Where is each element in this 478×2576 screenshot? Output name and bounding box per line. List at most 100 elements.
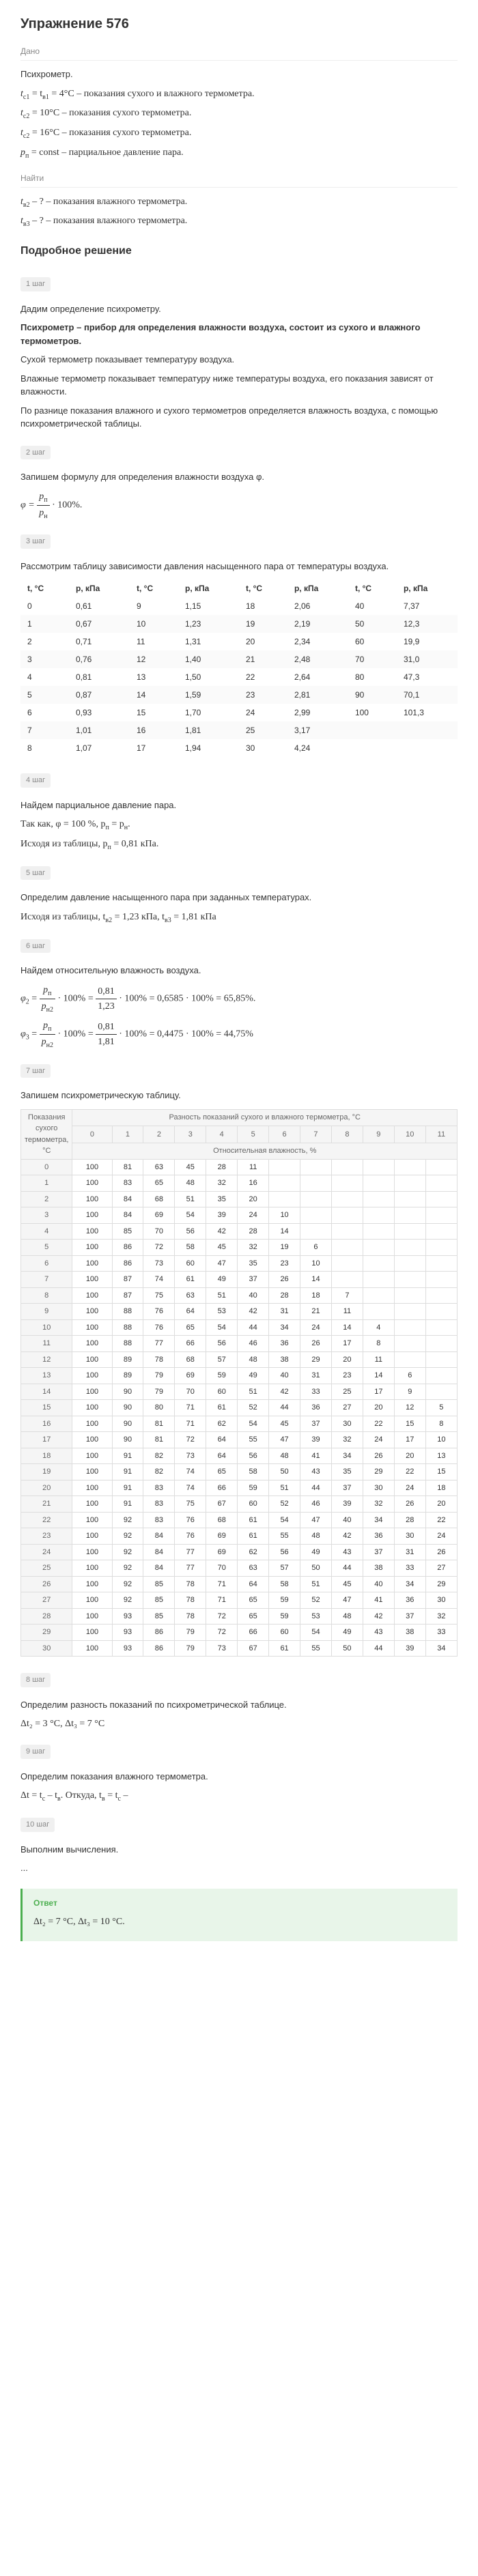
table-header: p, кПа (397, 579, 458, 597)
psychrometric-table: Показания сухого термометра, °CРазность … (20, 1109, 458, 1657)
table-row: 71,01161,81253,17 (20, 721, 458, 739)
table-row: 271009285787165595247413630 (21, 1592, 458, 1609)
step-text: Запишем психрометрическую таблицу. (20, 1089, 458, 1102)
table-header: t, °C (130, 579, 178, 597)
table-row: 8100877563514028187 (21, 1287, 458, 1304)
pressure-table: t, °Cp, кПаt, °Cp, кПаt, °Cp, кПаt, °Cp,… (20, 579, 458, 757)
table-row: 191009182746558504335292215 (21, 1464, 458, 1480)
table-header: t, °C (348, 579, 397, 597)
formula: φ = pпpн · 100%. (20, 489, 458, 521)
given-line: tc2 = 10°C – показания сухого термометра… (20, 106, 458, 121)
step-text: Дадим определение психрометру. (20, 302, 458, 316)
answer-text: Δt₂ = 7 °C, Δt₃ = 10 °C. (33, 1915, 447, 1929)
table-row: 10,67101,23192,195012,3 (20, 615, 458, 633)
answer-label: Ответ (33, 1897, 447, 1909)
table-header: p, кПа (287, 579, 348, 597)
table-row: 21008468513520 (21, 1191, 458, 1207)
step-text: По разнице показания влажного и сухого т… (20, 404, 458, 431)
table-header: 7 (300, 1126, 332, 1143)
step-text: Определим разность показаний по психроме… (20, 1698, 458, 1712)
table-header: t, °C (20, 579, 69, 597)
table-header: 2 (143, 1126, 175, 1143)
table-row: 141009079706051423325179 (21, 1384, 458, 1400)
step-text: Выполним вычисления. (20, 1843, 458, 1857)
step-text: Найдем относительную влажность воздуха. (20, 964, 458, 977)
table-row: 291009386797266605449433833 (21, 1625, 458, 1641)
formula: φ3 = pпpн2 · 100% = 0,811,81 · 100% = 0,… (20, 1018, 458, 1050)
table-row: 241009284776962564943373126 (21, 1544, 458, 1560)
table-header: 8 (331, 1126, 363, 1143)
table-row: 01008163452811 (21, 1159, 458, 1175)
step-text: Рассмотрим таблицу зависимости давления … (20, 560, 458, 573)
table-row: 610086736047352310 (21, 1255, 458, 1272)
table-row: 171009081726455473932241710 (21, 1432, 458, 1448)
step-label: 8 шаг (20, 1673, 51, 1687)
find-line: tв3 – ? – показания влажного термометра. (20, 214, 458, 229)
step-text: Δt₂ = 3 °C, Δt₃ = 7 °C (20, 1717, 458, 1731)
step-text: Найдем парциальное давление пара. (20, 799, 458, 812)
given-line: Психрометр. (20, 68, 458, 81)
step-label: 7 шаг (20, 1064, 51, 1078)
step-text: Психрометр – прибор для определения влаж… (20, 321, 458, 347)
table-header: p, кПа (69, 579, 130, 597)
table-header: 4 (206, 1126, 238, 1143)
step-label: 4 шаг (20, 773, 51, 788)
step-label: 1 шаг (20, 277, 51, 291)
step-label: 3 шаг (20, 534, 51, 549)
step-text: ... (20, 1861, 458, 1875)
find-line: tв2 – ? – показания влажного термометра. (20, 195, 458, 210)
table-row: 15100908071615244362720125 (21, 1400, 458, 1416)
table-header: 1 (112, 1126, 143, 1143)
step-text: Влажные термометр показывает температуру… (20, 372, 458, 399)
table-row: 60,93151,70242,99100101,3 (20, 704, 458, 721)
step-label: 2 шаг (20, 446, 51, 460)
given-line: tc1 = tв1 = 4°C – показания сухого и вла… (20, 87, 458, 102)
table-row: 251009284777063575044383327 (21, 1560, 458, 1577)
table-header: 11 (425, 1126, 457, 1143)
table-row: 91008876645342312111 (21, 1304, 458, 1320)
table-row: 1110088776656463626178 (21, 1336, 458, 1352)
table-row: 211009183756760524639322620 (21, 1496, 458, 1513)
table-row: 301009386797367615550443934 (21, 1640, 458, 1657)
table-row: 00,6191,15182,06407,37 (20, 597, 458, 615)
table-header: 0 (72, 1126, 112, 1143)
table-row: 181009182736456484134262013 (21, 1448, 458, 1464)
step-label: 9 шаг (20, 1745, 51, 1759)
table-row: 40,81131,50222,648047,3 (20, 668, 458, 686)
table-header: 9 (363, 1126, 394, 1143)
table-row: 50,87141,59232,819070,1 (20, 686, 458, 704)
table-header: t, °C (239, 579, 287, 597)
table-header: 10 (394, 1126, 425, 1143)
step-text: Определим давление насыщенного пара при … (20, 891, 458, 904)
find-label: Найти (20, 172, 458, 188)
table-header: 3 (175, 1126, 206, 1143)
table-row: 4100857056422814 (21, 1223, 458, 1240)
given-line: tc2 = 16°C – показания сухого термометра… (20, 126, 458, 141)
table-header: p, кПа (178, 579, 239, 597)
table-row: 20,71111,31202,346019,9 (20, 633, 458, 650)
step-label: 6 шаг (20, 939, 51, 954)
table-row: 281009385787265595348423732 (21, 1608, 458, 1625)
table-header: 6 (269, 1126, 300, 1143)
table-row: 11008365483216 (21, 1175, 458, 1192)
given-label: Дано (20, 45, 458, 61)
formula: φ2 = pпpн2 · 100% = 0,811,23 · 100% = 0,… (20, 983, 458, 1015)
answer-box: Ответ Δt₂ = 7 °C, Δt₃ = 10 °C. (20, 1889, 458, 1941)
step-label: 10 шаг (20, 1818, 55, 1832)
step-text: Сухой термометр показывает температуру в… (20, 353, 458, 367)
step-text: Исходя из таблицы, tв2 = 1,23 кПа, tв3 =… (20, 910, 458, 926)
step-text: Определим показания влажного термометра. (20, 1770, 458, 1784)
step-text: Так как, φ = 100 %, pп = pн. (20, 817, 458, 833)
table-row: 81,07171,94304,24 (20, 739, 458, 757)
table-row: 201009183746659514437302418 (21, 1480, 458, 1496)
table-row: 261009285787164585145403429 (21, 1576, 458, 1592)
table-row: 1010088766554443424144 (21, 1319, 458, 1336)
table-row: 131008979695949403123146 (21, 1368, 458, 1384)
table-row: 12100897868574838292011 (21, 1351, 458, 1368)
table-row: 710087746149372614 (21, 1272, 458, 1288)
given-line: pп = const – парциальное давление пара. (20, 145, 458, 161)
table-row: 221009283766861544740342822 (21, 1512, 458, 1528)
step-text: Δt = tc – tв. Откуда, tв = tc – (20, 1788, 458, 1804)
step-text: Исходя из таблицы, pп = 0,81 кПа. (20, 837, 458, 853)
page-title: Упражнение 576 (20, 14, 458, 34)
